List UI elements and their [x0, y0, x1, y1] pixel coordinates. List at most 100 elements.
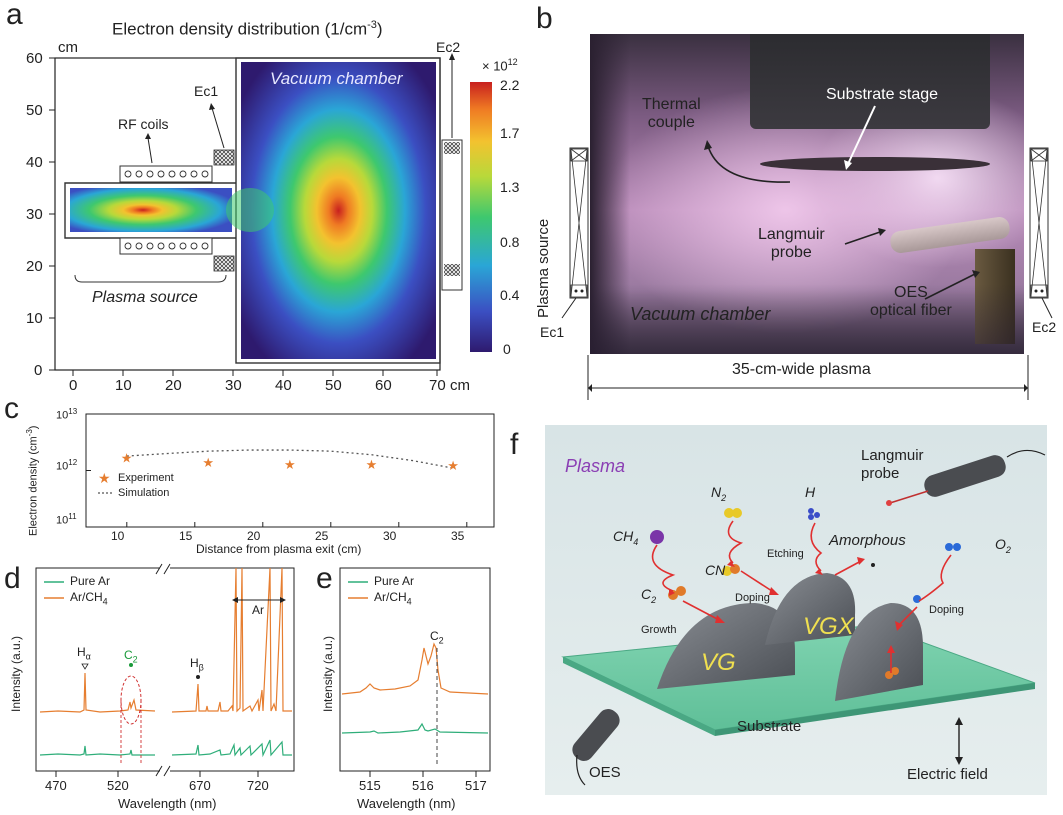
- plasma-photo: Substrate stage Thermal couple Langmuir pr…: [590, 34, 1024, 354]
- panel-a-xtick: 70: [429, 377, 446, 394]
- panel-e-xtick: 516: [412, 778, 434, 793]
- vgx-label: VGX: [803, 613, 854, 640]
- plasma-source-vertical-label: Plasma source: [535, 218, 552, 318]
- panel-label-f: f: [510, 428, 519, 461]
- panel-d-legend-arch4: Ar/CH4: [70, 590, 108, 607]
- doping-label-1: Doping: [735, 592, 770, 604]
- panel-d-xtick: 470: [45, 778, 67, 793]
- experiment-point: ★: [447, 458, 459, 473]
- colorbar-tick: 0.8: [500, 234, 520, 250]
- ec2-label: Ec2: [436, 39, 461, 55]
- colorbar-exponent: × 1012: [482, 57, 518, 74]
- panel-a-xtick: 20: [165, 377, 182, 394]
- panel-a-ytick: 40: [26, 154, 43, 171]
- langmuir-label: Langmuir probe: [758, 226, 825, 262]
- h-label: H: [805, 484, 816, 500]
- panel-a-ytick: 60: [26, 50, 43, 67]
- panel-e-legend-ar: Pure Ar: [374, 574, 415, 588]
- legend-experiment-marker: ★: [98, 470, 111, 486]
- colorbar: [470, 82, 492, 352]
- panel-c-xtick: 15: [179, 529, 193, 543]
- substrate-stage-label: Substrate stage: [826, 86, 939, 103]
- h-beta-label: Hβ: [190, 656, 204, 673]
- panel-f-illustration: Plasma Langmuir probe N2 H CH4 CN Etching…: [545, 425, 1047, 795]
- panel-e-chart: [339, 567, 491, 777]
- panel-c-ylabel: Electron density (cm-3): [25, 425, 40, 536]
- experiment-point: ★: [284, 457, 296, 472]
- substrate-stage-shape: [750, 34, 990, 129]
- panel-e-ylabel: Intensity (a.u.): [321, 635, 335, 712]
- panel-a-ytick: 0: [34, 362, 43, 379]
- panel-a-xtick: 60: [375, 377, 392, 394]
- panel-a-y-unit: cm: [58, 39, 78, 56]
- panel-label-e: e: [316, 562, 333, 595]
- doping-label-2: Doping: [929, 604, 964, 616]
- thermal-couple-label: Thermal couple: [642, 96, 701, 132]
- experiment-point: ★: [121, 450, 133, 465]
- rf-coil-bottom: [119, 237, 213, 255]
- panel-e-xlabel: Wavelength (nm): [357, 796, 456, 811]
- ec1-label: Ec1: [194, 83, 219, 99]
- panel-e-xtick: 515: [359, 778, 381, 793]
- vgx-flake: [765, 573, 856, 645]
- panel-d-xtick: 720: [247, 778, 269, 793]
- panel-a-xtick: 40: [275, 377, 292, 394]
- panel-a-xtick: 50: [325, 377, 342, 394]
- panel-d-chart: [35, 563, 295, 777]
- h-alpha-label: Hα: [77, 645, 91, 662]
- electric-field-label: Electric field: [907, 766, 988, 783]
- panel-b-ec1: Ec1: [540, 324, 565, 340]
- panel-b-annotations: [561, 147, 1053, 400]
- panel-c-xtick: 35: [451, 529, 465, 543]
- panel-a-xtick: 30: [225, 377, 242, 394]
- experiment-point: ★: [202, 455, 214, 470]
- colorbar-tick: 0.4: [500, 287, 520, 303]
- panel-a-ytick: 20: [26, 258, 43, 275]
- oes-label: OES: [589, 764, 621, 781]
- plasma-source-label: Plasma source: [92, 289, 198, 306]
- legend-experiment: Experiment: [118, 472, 174, 484]
- legend-simulation: Simulation: [118, 487, 170, 499]
- panel-a-ytick: 50: [26, 102, 43, 119]
- panel-d-xlabel: Wavelength (nm): [118, 796, 217, 811]
- experiment-point: ★: [366, 457, 378, 472]
- colorbar-tick: 1.3: [500, 179, 520, 195]
- vg-flake: [657, 603, 795, 689]
- c2-label-d: C2: [124, 648, 138, 665]
- vg-label: VG: [701, 649, 736, 676]
- panel-a-ytick: 10: [26, 310, 43, 327]
- panel-a-x-unit: cm: [450, 377, 470, 394]
- oes-tube: [572, 709, 620, 761]
- substrate-label: Substrate: [737, 718, 802, 735]
- panel-label-c: c: [4, 392, 19, 425]
- panel-c-xlabel: Distance from plasma exit (cm): [196, 542, 362, 556]
- panel-d-xtick: 670: [189, 778, 211, 793]
- c2-label-f: C2: [641, 586, 657, 605]
- plasma-label: Plasma: [565, 456, 626, 476]
- ar-label: Ar: [252, 603, 264, 617]
- source-density: [70, 188, 232, 232]
- panel-label-d: d: [4, 562, 21, 595]
- panel-a-xtick: 0: [69, 377, 78, 394]
- panel-c-ytick: 1012: [56, 458, 78, 473]
- panel-a-figure: [49, 53, 492, 376]
- colorbar-tick: 1.7: [500, 125, 520, 141]
- colorbar-tick: 2.2: [500, 77, 520, 93]
- growth-label: Growth: [641, 624, 677, 636]
- langmuir-probe-label: Langmuir probe: [861, 447, 924, 482]
- rf-coils-label: RF coils: [118, 116, 169, 132]
- colorbar-tick: 0: [503, 341, 511, 357]
- panel-c-xtick: 30: [383, 529, 397, 543]
- panel-a-title: Electron density distribution (1/cm-3): [112, 19, 383, 39]
- cn-label: CN: [705, 562, 726, 578]
- panel-label-a: a: [6, 0, 23, 31]
- plasma-width-label: 35-cm-wide plasma: [732, 361, 871, 378]
- panel-d-ylabel: Intensity (a.u.): [9, 635, 23, 712]
- panel-c-ytick: 1013: [56, 407, 78, 422]
- panel-e-xtick: 517: [465, 778, 487, 793]
- panel-d-xtick: 520: [107, 778, 129, 793]
- langmuir-probe-tube: [924, 455, 1006, 497]
- panel-label-b: b: [536, 2, 553, 35]
- c2-label-e: C2: [430, 629, 444, 646]
- etching-label: Etching: [767, 548, 804, 560]
